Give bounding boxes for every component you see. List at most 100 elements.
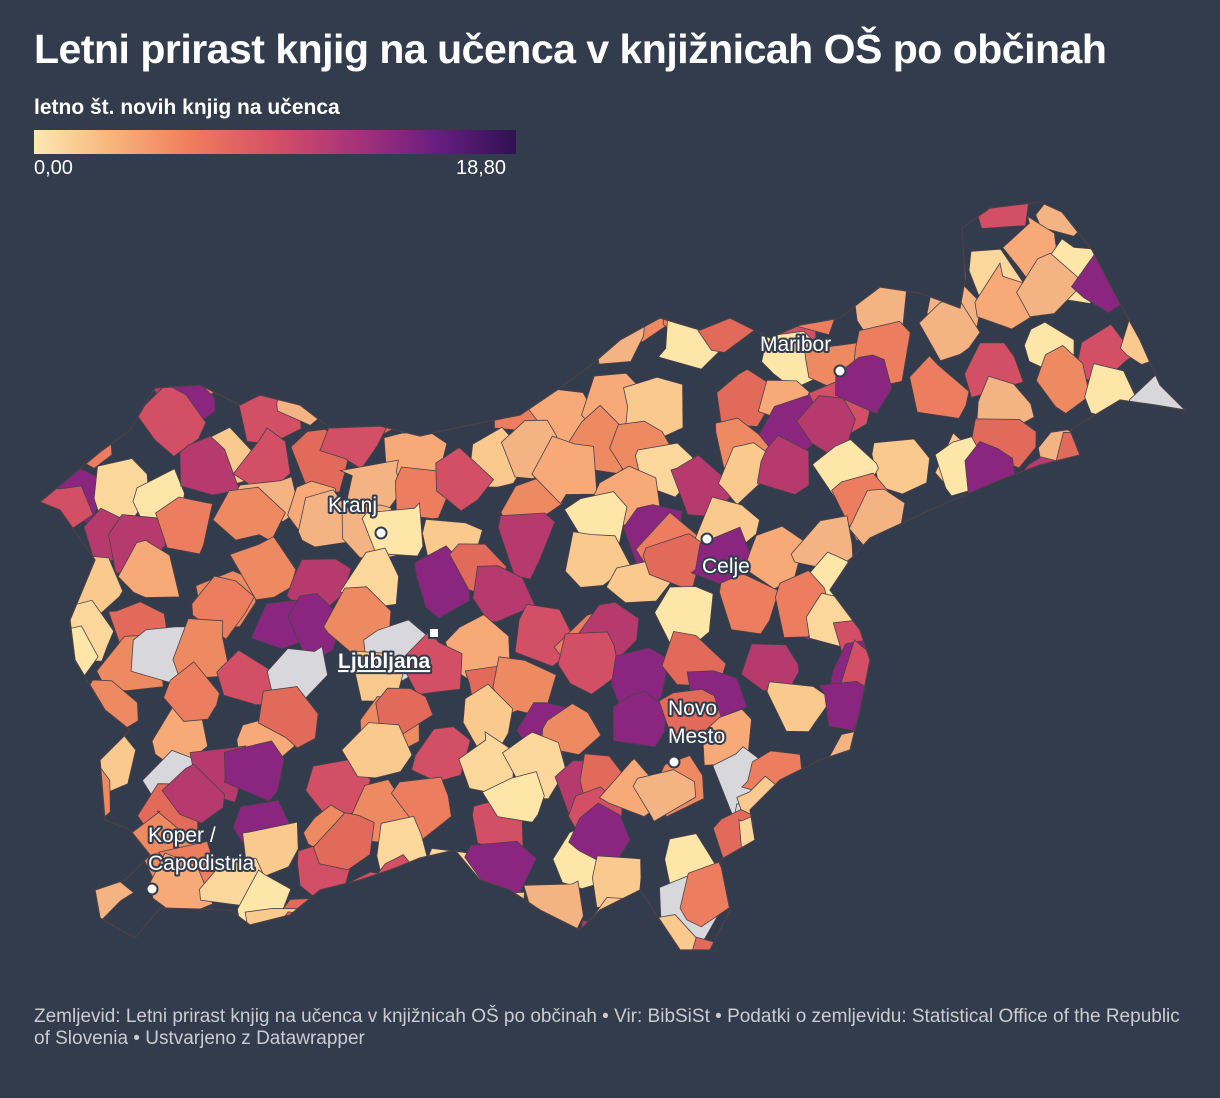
municipality-shape (543, 299, 606, 364)
municipality-shape (1153, 803, 1185, 870)
municipality-shape (240, 979, 299, 980)
municipality-shape (58, 403, 113, 469)
municipality-shape (586, 234, 645, 290)
municipality-shape (447, 202, 512, 274)
municipality-shape (1008, 644, 1070, 694)
municipality-shape (1165, 202, 1185, 263)
municipality-shape (512, 293, 573, 353)
city-markers: Kranj Ljubljana Celje Maribor Novo Mesto Koper… (145, 331, 847, 896)
municipality-shape (688, 961, 747, 980)
municipality-shape (815, 823, 868, 879)
municipality-shape (964, 963, 1023, 980)
municipality-shape (1206, 213, 1220, 268)
legend-max-label: 18,80 (456, 157, 507, 179)
municipality-shape (329, 302, 386, 363)
municipality-shape (1204, 392, 1220, 453)
municipality-shape (872, 567, 937, 628)
municipality-shape (1210, 863, 1220, 927)
municipality-shape (324, 272, 380, 332)
municipality-shape (473, 890, 526, 950)
municipality-shape (1069, 727, 1133, 783)
city-label: Capodistria (148, 852, 255, 875)
municipality-shape (57, 768, 111, 838)
municipality-shape (1052, 510, 1114, 579)
legend-title: letno št. novih knjig na učenca (34, 96, 340, 119)
municipality-shape (276, 289, 338, 359)
municipality-shape (872, 752, 936, 825)
municipality-shape (273, 911, 328, 950)
municipality-shape (1053, 431, 1112, 486)
municipality-shape (229, 536, 297, 601)
municipality-shape (1103, 494, 1170, 560)
municipality-shape (330, 919, 387, 950)
municipality-shape (50, 202, 100, 256)
municipality-shape (485, 321, 546, 385)
municipality-shape (930, 698, 984, 758)
municipality-shape (1023, 769, 1081, 819)
municipality-shape (472, 565, 536, 623)
municipality-shape (938, 574, 984, 641)
municipality-shape (297, 489, 350, 548)
municipality-shape (951, 746, 1018, 807)
municipality-shape (1216, 933, 1220, 980)
municipality-shape (530, 272, 596, 335)
municipality-shape (464, 937, 526, 950)
municipality-shape (242, 311, 310, 374)
municipality-shape (1058, 561, 1118, 621)
municipality-shape (1177, 974, 1220, 980)
municipality-shape (1141, 269, 1185, 333)
municipality-shape (427, 893, 486, 950)
municipality-shape (908, 228, 967, 297)
municipality-shape (1119, 308, 1176, 365)
municipality-shape (135, 383, 207, 457)
municipality-shape (179, 435, 240, 496)
municipality-shape (481, 771, 545, 823)
municipality-shape (660, 214, 725, 273)
municipality-shape (1159, 932, 1185, 950)
municipality-shape (40, 302, 72, 364)
municipality-shape (1138, 807, 1185, 871)
municipality-shape (72, 942, 130, 950)
municipality-shape (176, 242, 233, 299)
municipality-shape (865, 822, 932, 876)
municipality-shape (1204, 392, 1220, 451)
municipality-shape (61, 868, 135, 931)
municipality-shape (464, 340, 532, 410)
municipality-shape (824, 918, 892, 950)
municipality-shape (223, 740, 285, 802)
municipality-shape (302, 314, 353, 374)
municipality-shape (944, 924, 995, 950)
municipality-shape (634, 975, 688, 980)
municipality-shape (674, 202, 727, 250)
municipality-shape (380, 202, 445, 220)
municipality-shape (154, 914, 215, 950)
municipality-shape (212, 486, 286, 542)
municipality-shape (886, 869, 948, 934)
municipality-shape (172, 618, 231, 681)
municipality-shape (399, 629, 463, 696)
municipality-shape (740, 202, 795, 270)
city-label: Kranj (328, 494, 377, 517)
municipality-shape (870, 691, 936, 750)
municipality-shape (244, 908, 298, 950)
city-label: Koper / (148, 824, 216, 847)
municipality-shape (399, 222, 467, 296)
municipality-shape (471, 921, 526, 950)
municipality-shape (40, 394, 100, 459)
municipality-shape (40, 896, 81, 950)
choropleth-map: Kranj Ljubljana Celje Maribor Novo Mesto Koper… (6, 201, 1220, 980)
municipality-shape (260, 287, 322, 349)
municipality-shape (600, 202, 661, 243)
municipality-shape (569, 972, 626, 980)
municipality-shape (6, 957, 65, 980)
municipality-shape (1193, 571, 1220, 629)
municipality-shape (1078, 671, 1146, 738)
municipality-shape (40, 827, 70, 896)
municipality-shape (835, 354, 893, 415)
municipality-shape (901, 814, 966, 882)
municipality-shape (1014, 558, 1064, 618)
city-label: Maribor (760, 333, 831, 356)
municipality-shape (1108, 602, 1173, 673)
municipality-shape (1190, 642, 1220, 701)
municipality-shape (40, 231, 82, 296)
